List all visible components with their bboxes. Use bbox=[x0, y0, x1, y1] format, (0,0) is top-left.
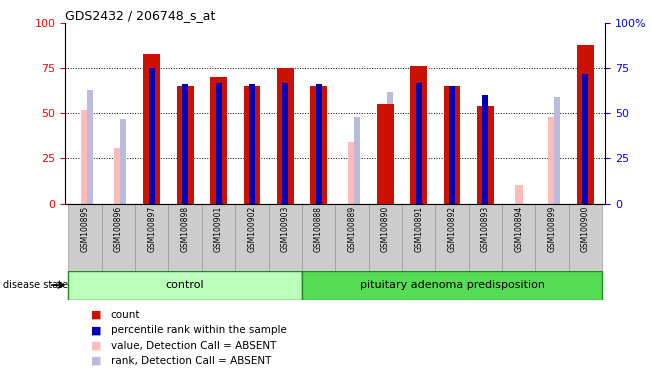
Text: disease state: disease state bbox=[3, 280, 68, 290]
Text: pituitary adenoma predisposition: pituitary adenoma predisposition bbox=[359, 280, 544, 290]
Bar bbox=[554, 97, 560, 204]
Text: GSM100892: GSM100892 bbox=[447, 205, 456, 252]
Text: GSM100893: GSM100893 bbox=[481, 205, 490, 252]
Text: GSM100890: GSM100890 bbox=[381, 205, 390, 252]
Bar bbox=[210, 77, 227, 204]
Bar bbox=[302, 271, 602, 300]
Bar bbox=[68, 271, 302, 300]
Bar bbox=[335, 204, 368, 271]
Bar bbox=[449, 86, 455, 204]
Text: GSM100903: GSM100903 bbox=[281, 205, 290, 252]
Bar bbox=[87, 90, 93, 204]
Bar bbox=[149, 68, 155, 204]
Bar bbox=[482, 95, 488, 204]
Bar bbox=[249, 84, 255, 204]
Bar bbox=[402, 204, 436, 271]
Bar bbox=[68, 204, 102, 271]
Text: ■: ■ bbox=[91, 341, 102, 351]
Bar bbox=[81, 110, 89, 204]
Text: GSM100895: GSM100895 bbox=[81, 205, 90, 252]
Bar bbox=[269, 204, 302, 271]
Bar bbox=[410, 66, 427, 204]
Bar bbox=[502, 204, 535, 271]
Bar bbox=[436, 204, 469, 271]
Bar bbox=[577, 45, 594, 204]
Text: GSM100901: GSM100901 bbox=[214, 205, 223, 252]
Bar bbox=[177, 86, 193, 204]
Bar bbox=[387, 92, 393, 204]
Text: GDS2432 / 206748_s_at: GDS2432 / 206748_s_at bbox=[65, 9, 215, 22]
Bar bbox=[535, 204, 569, 271]
Bar bbox=[243, 86, 260, 204]
Bar bbox=[353, 117, 360, 204]
Bar bbox=[583, 74, 589, 204]
Bar bbox=[182, 84, 188, 204]
Text: GSM100902: GSM100902 bbox=[247, 205, 256, 252]
Bar bbox=[120, 119, 126, 204]
Bar bbox=[377, 104, 394, 204]
Bar bbox=[348, 142, 356, 204]
Text: ■: ■ bbox=[91, 325, 102, 335]
Bar bbox=[277, 68, 294, 204]
Text: value, Detection Call = ABSENT: value, Detection Call = ABSENT bbox=[111, 341, 276, 351]
Bar bbox=[311, 86, 327, 204]
Bar bbox=[135, 204, 169, 271]
Bar bbox=[143, 54, 160, 204]
Bar bbox=[569, 204, 602, 271]
Text: GSM100891: GSM100891 bbox=[414, 205, 423, 252]
Bar bbox=[444, 86, 460, 204]
Bar bbox=[283, 83, 288, 204]
Bar bbox=[202, 204, 235, 271]
Bar bbox=[235, 204, 269, 271]
Bar bbox=[302, 204, 335, 271]
Bar bbox=[215, 83, 221, 204]
Text: ■: ■ bbox=[91, 356, 102, 366]
Bar bbox=[102, 204, 135, 271]
Text: ■: ■ bbox=[91, 310, 102, 320]
Bar bbox=[477, 106, 493, 204]
Bar bbox=[514, 185, 523, 204]
Text: control: control bbox=[166, 280, 204, 290]
Bar bbox=[316, 84, 322, 204]
Bar bbox=[169, 204, 202, 271]
Bar bbox=[548, 117, 556, 204]
Text: GSM100897: GSM100897 bbox=[147, 205, 156, 252]
Bar bbox=[115, 147, 122, 204]
Text: GSM100896: GSM100896 bbox=[114, 205, 123, 252]
Bar bbox=[368, 204, 402, 271]
Text: count: count bbox=[111, 310, 140, 320]
Text: percentile rank within the sample: percentile rank within the sample bbox=[111, 325, 286, 335]
Text: GSM100899: GSM100899 bbox=[547, 205, 557, 252]
Text: GSM100888: GSM100888 bbox=[314, 205, 323, 252]
Text: GSM100894: GSM100894 bbox=[514, 205, 523, 252]
Text: GSM100900: GSM100900 bbox=[581, 205, 590, 252]
Bar bbox=[469, 204, 502, 271]
Text: rank, Detection Call = ABSENT: rank, Detection Call = ABSENT bbox=[111, 356, 271, 366]
Text: GSM100889: GSM100889 bbox=[348, 205, 357, 252]
Text: GSM100898: GSM100898 bbox=[181, 205, 189, 252]
Bar bbox=[415, 83, 422, 204]
